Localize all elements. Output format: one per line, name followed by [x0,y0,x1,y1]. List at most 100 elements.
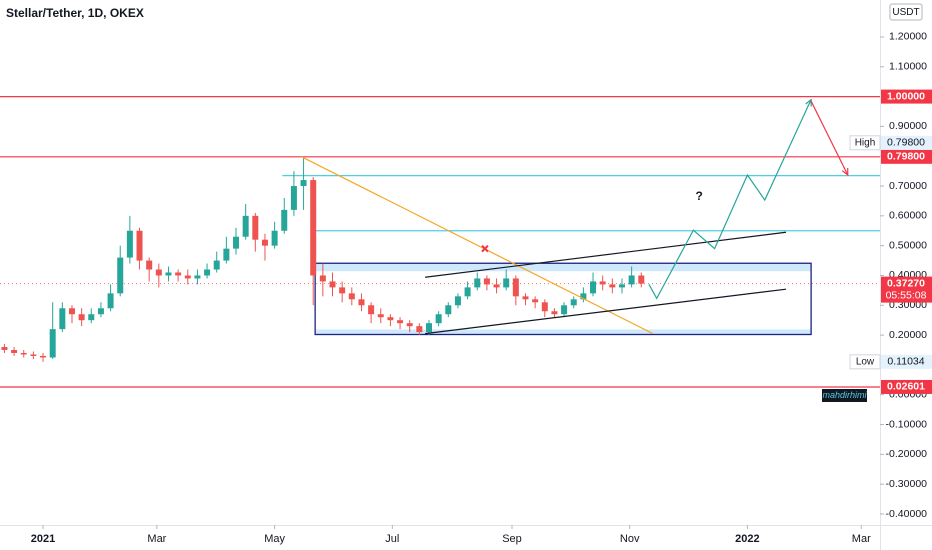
candle-body [580,293,587,300]
candle-body [609,284,616,288]
candle-body [454,296,461,306]
plot [0,95,880,388]
candle-body [107,293,114,309]
watermark: mahdirhimi [822,390,867,400]
price-label: 0.37270 [887,277,925,289]
candle-body [512,278,519,297]
candle-body [416,326,423,333]
candle-body [638,275,645,284]
currency[interactable]: USDT [892,7,919,18]
range-band [315,329,812,335]
watermark-box [822,389,867,402]
low-name: Low [856,356,875,367]
y-tick-label: -0.30000 [886,478,928,490]
x-tick-label: 2022 [735,533,759,545]
currency-box[interactable] [889,3,923,21]
candle-body [522,296,529,300]
candle-body [406,323,413,327]
candle-body [310,180,317,276]
x-tick-label: Jul [385,533,399,545]
candle-body [252,215,259,240]
candle-body [49,329,56,358]
candle-body [561,305,568,315]
candle-body [20,352,27,355]
candle-body [155,269,162,276]
candle-body [493,284,500,288]
candle-body [88,314,95,321]
trendline [425,231,787,278]
candle-body [204,269,211,276]
low-name-box [849,354,881,370]
projection-arrowhead [805,98,812,107]
low-value: 0.11034 [887,356,924,368]
candle-body [136,230,143,261]
candle-body [599,281,606,285]
annotation: ? [696,189,703,203]
x-tick-label: May [264,533,285,545]
range-box [314,262,812,336]
candle-body [271,230,278,246]
candle-body [281,209,288,231]
cross-mark [481,244,489,253]
candle-body [223,248,230,261]
candle-body [618,284,625,288]
y-tick-label: 1.10000 [889,61,927,73]
candle-body [126,230,133,258]
y-tick-label: 0.70000 [889,180,927,192]
high-name: High [855,137,876,148]
candle-body [348,293,355,300]
x-tick-label: Sep [502,533,522,545]
candle-body [30,354,37,356]
candle-body [175,272,182,276]
candle-body [40,355,47,358]
candle-body [464,287,471,297]
price-label-box [881,149,932,164]
candle-body [532,299,539,303]
high-value: 0.79800 [887,137,925,149]
candle-body [165,272,172,276]
candle-body [242,215,249,237]
candle-body [1,347,8,350]
price-label: 0.02601 [887,381,925,393]
countdown: 05:55:08 [886,289,927,301]
candle-body [570,299,577,306]
candle-body [59,308,66,330]
candle-body [590,281,597,294]
candle-body [339,287,346,294]
y-tick-label: 0.90000 [889,120,927,132]
projection-path [648,99,812,300]
candle-body [541,302,548,312]
candle-body [368,305,375,315]
candle-body [261,239,268,246]
candle-body [300,180,307,187]
y-tick-label: 1.20000 [889,31,927,43]
candle-body [233,236,240,249]
x-tick-label: Mar [852,533,871,545]
candle-body [97,308,104,315]
candle-body [358,299,365,306]
candle-body [184,275,191,279]
high-value-box [881,135,932,150]
candle-body [397,320,404,324]
candle-body [426,323,432,333]
candle-body [377,314,384,318]
trendline [425,288,787,335]
candle-body [78,314,85,321]
candle-body [445,305,452,315]
price-label-box [881,276,932,303]
y-tick-label: 0.60000 [889,210,927,222]
candle-body [551,311,558,315]
trendline [301,156,654,335]
candle-body [387,317,394,321]
candle-body [68,308,75,315]
price-label: 0.79800 [887,151,925,163]
y-tick-label: -0.10000 [886,418,928,430]
candle-body [11,350,18,353]
candle-body [628,275,635,285]
candle-body [483,278,490,285]
candle-body [474,278,481,288]
candle-body [146,260,153,270]
y-tick-label: -0.40000 [886,508,928,520]
candle-body [435,314,442,324]
